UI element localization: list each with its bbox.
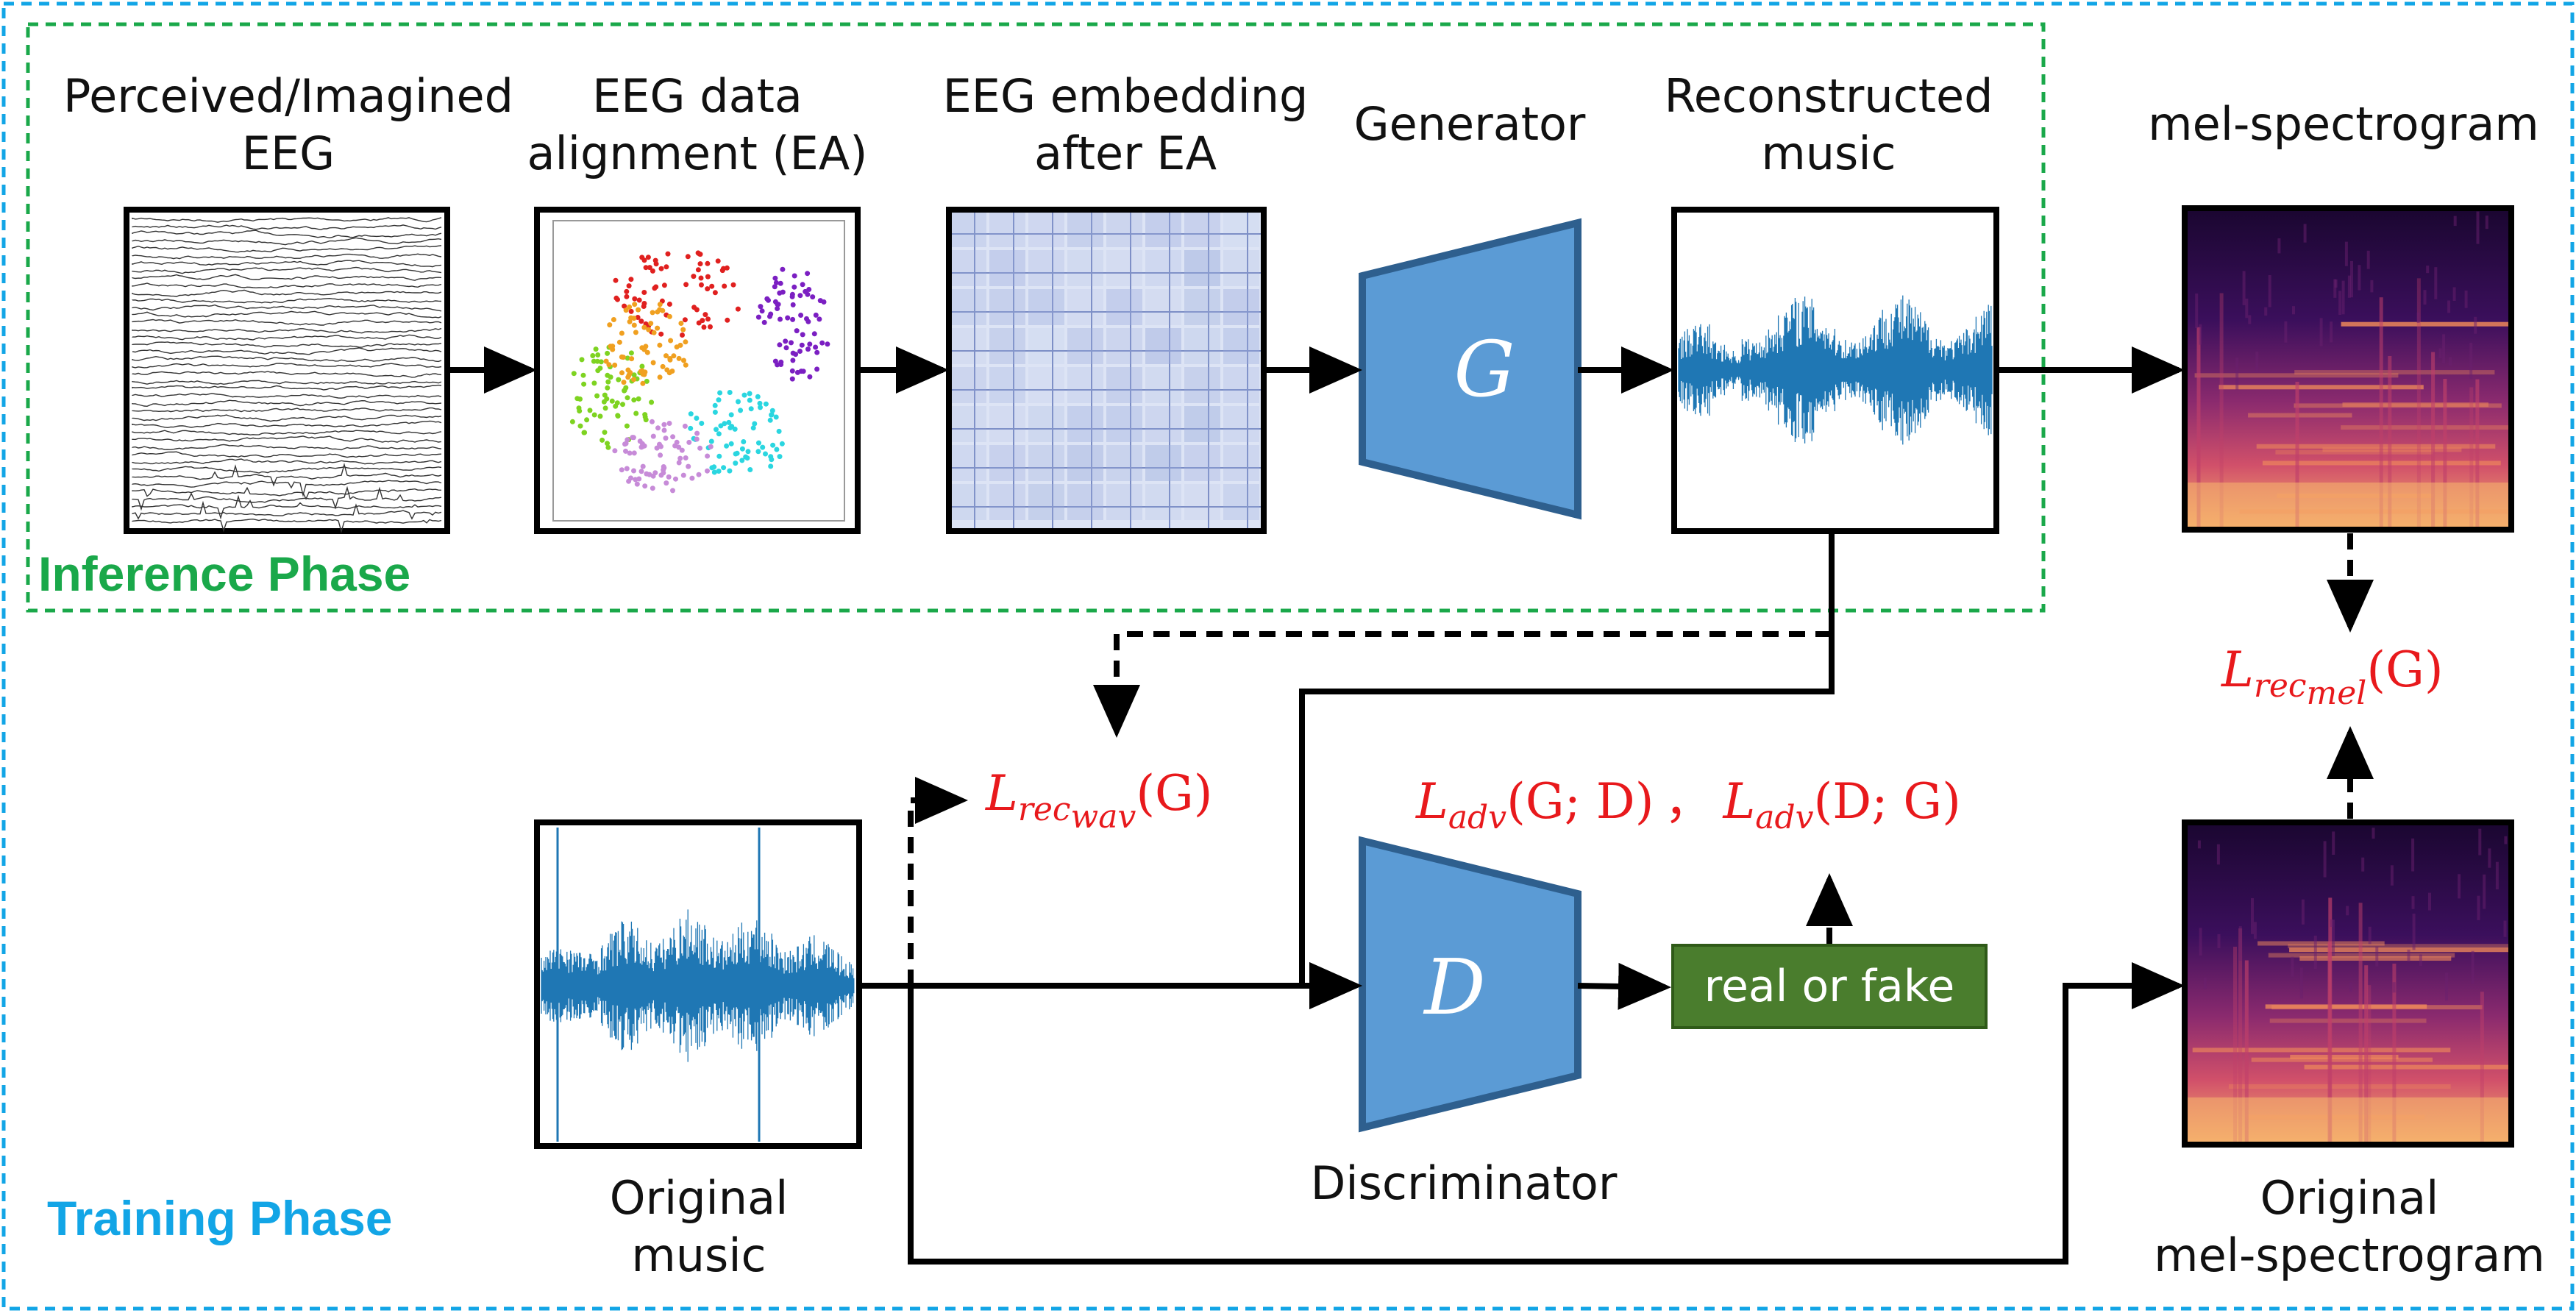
label-discriminator: Discriminator [1310,1156,1618,1210]
generator-letter: G [1454,324,1515,414]
label-perceived-eeg: Perceived/Imagined EEG [63,69,514,180]
loss-adversarial: Ladv(G; D)， Ladv(D; G) [1416,773,1961,837]
generator-block [1359,218,1581,520]
eeg-embedding-grid [946,207,1267,534]
original-mel-spectrogram [2182,819,2514,1148]
label-eeg-embedding: EEG embedding after EA [942,69,1309,180]
label-mel-spectrogram: mel-spectrogram [2148,97,2539,151]
label-reconstructed-music: Reconstructed music [1664,69,1993,180]
ea-scatter-box [534,207,861,534]
loss-rec-wav: Lrecwav(G) [986,765,1213,836]
dashed-arrow-original-to-recwav [908,777,968,986]
discriminator-letter: D [1423,942,1485,1032]
reconstructed-waveform-box [1671,207,1999,534]
label-original-mel-spectrogram: Original mel-spectrogram [2154,1171,2545,1282]
discriminator-block [1359,836,1581,1133]
arrow-original-to-mel [908,962,2185,1265]
eeg-signal-box [124,207,450,534]
label-generator: Generator [1353,97,1586,151]
dashed-arrow-recon-to-recwav [1093,631,1832,738]
training-phase-label: Training Phase [47,1191,393,1245]
real-or-fake-box: real or fake [1671,944,1988,1029]
inference-phase-label: Inference Phase [38,547,411,601]
label-eeg-alignment: EEG data alignment (EA) [527,69,868,180]
reconstructed-mel-spectrogram [2182,205,2514,533]
arrow-discriminator-to-realfake [1577,962,1671,1010]
inference-phase-frame [26,22,2046,613]
loss-rec-mel: Lrecmel(G) [2221,641,2444,712]
original-waveform-box [534,819,862,1149]
label-original-music: Original music [609,1171,789,1282]
